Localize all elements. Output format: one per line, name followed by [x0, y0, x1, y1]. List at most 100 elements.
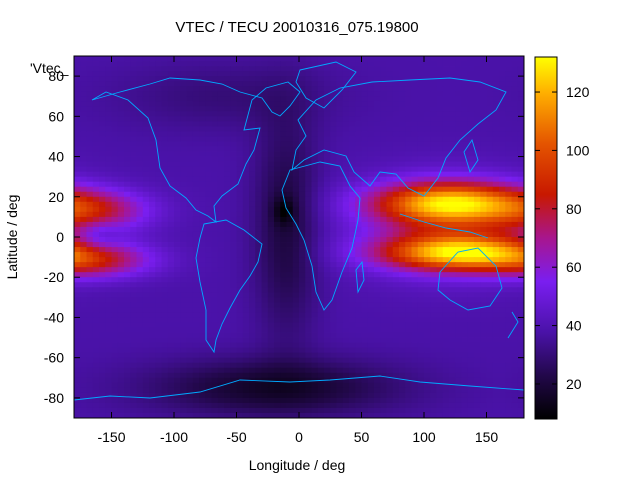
heatmap-cell	[436, 267, 444, 273]
heatmap-cell	[74, 272, 81, 278]
heatmap-cell	[511, 392, 519, 399]
heatmap-cell	[211, 196, 219, 203]
heatmap-cell	[117, 171, 125, 178]
heatmap-cell	[349, 332, 356, 338]
heatmap-cell	[105, 101, 112, 107]
heatmap-cell	[442, 322, 450, 328]
heatmap-cell	[449, 136, 456, 142]
heatmap-cell	[299, 111, 306, 117]
heatmap-cell	[92, 201, 100, 208]
heatmap-cell	[86, 181, 94, 188]
heatmap-cell	[242, 297, 250, 303]
heatmap-cell	[217, 352, 225, 359]
heatmap-cell	[455, 247, 462, 253]
heatmap-cell	[274, 221, 281, 228]
heatmap-cell	[436, 226, 444, 233]
heatmap-cell	[117, 56, 125, 62]
heatmap-cell	[430, 292, 437, 298]
heatmap-cell	[192, 231, 200, 238]
heatmap-cell	[324, 297, 331, 303]
heatmap-cell	[186, 101, 194, 107]
heatmap-cell	[455, 327, 462, 333]
heatmap-cell	[224, 387, 231, 394]
heatmap-cell	[224, 402, 231, 409]
heatmap-cell	[267, 337, 275, 343]
heatmap-cell	[330, 81, 337, 87]
heatmap-cell	[124, 116, 131, 122]
heatmap-cell	[142, 66, 150, 72]
heatmap-cell	[411, 377, 419, 384]
heatmap-cell	[274, 367, 281, 374]
heatmap-cell	[80, 367, 87, 374]
heatmap-cell	[230, 267, 237, 273]
heatmap-cell	[492, 226, 500, 233]
heatmap-cell	[374, 211, 381, 218]
heatmap-cell	[467, 116, 475, 122]
heatmap-cell	[336, 186, 344, 193]
heatmap-cell	[192, 131, 200, 137]
heatmap-cell	[511, 312, 519, 318]
heatmap-cell	[380, 372, 387, 379]
heatmap-cell	[174, 66, 181, 72]
heatmap-cell	[267, 397, 275, 404]
heatmap-cell	[330, 201, 337, 208]
heatmap-cell	[261, 342, 269, 349]
heatmap-cell	[261, 397, 269, 404]
heatmap-cell	[311, 56, 319, 62]
heatmap-cell	[155, 61, 162, 67]
heatmap-cell	[480, 176, 487, 183]
heatmap-cell	[311, 71, 319, 77]
heatmap-cell	[299, 96, 306, 102]
heatmap-cell	[86, 347, 94, 354]
heatmap-cell	[99, 211, 106, 218]
heatmap-cell	[461, 367, 469, 374]
heatmap-cell	[517, 226, 524, 233]
heatmap-cell	[124, 171, 131, 178]
heatmap-cell	[355, 327, 362, 333]
heatmap-cell	[386, 337, 394, 343]
heatmap-cell	[217, 367, 225, 374]
heatmap-cell	[461, 342, 469, 349]
heatmap-cell	[367, 81, 375, 87]
heatmap-cell	[380, 156, 387, 162]
heatmap-cell	[367, 121, 375, 127]
heatmap-cell	[317, 252, 325, 258]
heatmap-cell	[361, 272, 369, 278]
heatmap-cell	[467, 297, 475, 303]
heatmap-cell	[161, 402, 169, 409]
heatmap-cell	[436, 81, 444, 87]
heatmap-cell	[330, 247, 337, 253]
heatmap-cell	[261, 337, 269, 343]
heatmap-cell	[442, 211, 450, 218]
heatmap-cell	[217, 342, 225, 349]
heatmap-cell	[261, 382, 269, 389]
heatmap-cell	[74, 277, 81, 283]
heatmap-cell	[242, 191, 250, 198]
heatmap-cell	[417, 257, 425, 263]
heatmap-cell	[242, 267, 250, 273]
heatmap-cell	[174, 372, 181, 379]
heatmap-cell	[505, 161, 512, 168]
heatmap-cell	[280, 267, 287, 273]
heatmap-cell	[386, 151, 394, 157]
heatmap-cell	[205, 81, 212, 87]
heatmap-cell	[267, 252, 275, 258]
heatmap-cell	[467, 181, 475, 188]
heatmap-cell	[511, 176, 519, 183]
heatmap-cell	[80, 382, 87, 389]
heatmap-cell	[199, 347, 206, 354]
heatmap-cell	[461, 166, 469, 173]
heatmap-cell	[355, 96, 362, 102]
heatmap-cell	[74, 342, 81, 349]
heatmap-cell	[355, 357, 362, 364]
heatmap-cell	[217, 181, 225, 188]
heatmap-cell	[249, 357, 256, 364]
heatmap-cell	[199, 352, 206, 359]
heatmap-cell	[161, 327, 169, 333]
heatmap-cell	[130, 106, 137, 112]
heatmap-cell	[199, 362, 206, 369]
heatmap-cell	[186, 126, 194, 132]
heatmap-cell	[305, 302, 312, 308]
heatmap-cell	[430, 56, 437, 62]
heatmap-cell	[149, 66, 156, 72]
